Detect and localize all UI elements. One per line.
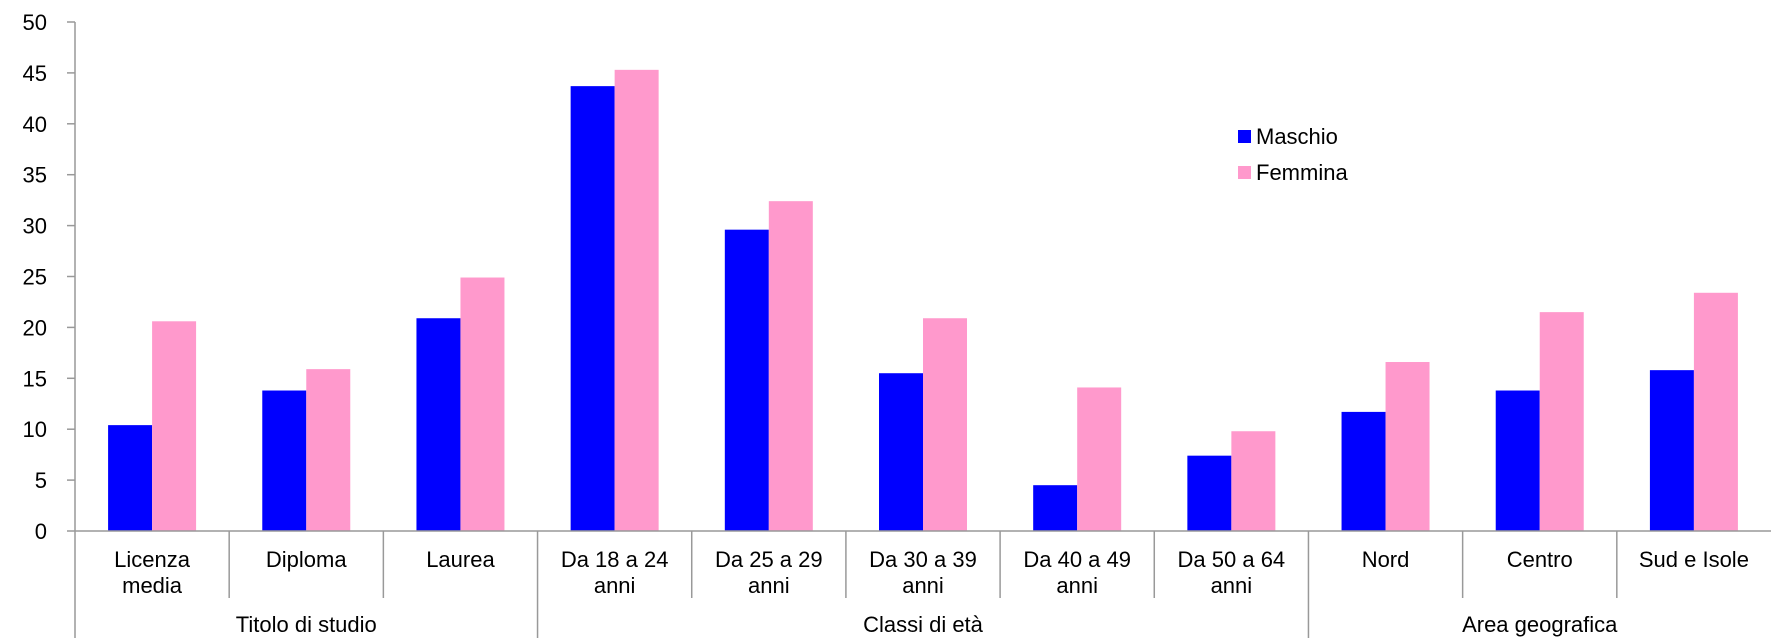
group-label: Titolo di studio — [236, 612, 377, 637]
bar-femmina-4 — [768, 201, 813, 531]
legend-swatch-maschio — [1238, 130, 1251, 143]
y-tick-label: 10 — [23, 417, 47, 442]
category-label: Laurea — [426, 547, 495, 572]
bar-femmina-0 — [152, 321, 197, 531]
category-label: anni — [748, 573, 790, 598]
bar-maschio-7 — [1187, 455, 1232, 531]
y-tick-label: 35 — [23, 163, 47, 188]
bar-maschio-2 — [416, 318, 461, 531]
bar-maschio-3 — [570, 86, 615, 531]
category-label: Da 30 a 39 — [869, 547, 977, 572]
bar-maschio-0 — [108, 425, 153, 531]
bar-femmina-5 — [923, 318, 967, 531]
y-tick-label: 25 — [23, 265, 47, 290]
category-label: Da 40 a 49 — [1023, 547, 1131, 572]
bar-femmina-10 — [1693, 292, 1738, 531]
legend-label-maschio: Maschio — [1256, 124, 1338, 149]
category-label: Da 18 a 24 — [561, 547, 669, 572]
y-tick-label: 50 — [23, 10, 47, 35]
y-tick-label: 15 — [23, 366, 47, 391]
bar-maschio-1 — [262, 390, 307, 531]
legend-label-femmina: Femmina — [1256, 160, 1348, 185]
y-tick-label: 20 — [23, 315, 47, 340]
category-label: Centro — [1507, 547, 1573, 572]
category-label: Da 25 a 29 — [715, 547, 823, 572]
y-tick-label: 5 — [35, 468, 47, 493]
category-label: Licenza — [114, 547, 191, 572]
category-label: Diploma — [266, 547, 347, 572]
bar-femmina-7 — [1231, 431, 1276, 531]
legend: Maschio Femmina — [1238, 124, 1348, 185]
y-tick-label: 40 — [23, 112, 47, 137]
y-tick-label: 45 — [23, 61, 47, 86]
bars — [108, 69, 1738, 531]
bar-femmina-8 — [1385, 362, 1430, 531]
category-label: anni — [594, 573, 636, 598]
bar-maschio-10 — [1649, 370, 1694, 531]
bar-maschio-6 — [1033, 485, 1078, 531]
bar-maschio-9 — [1495, 390, 1540, 531]
bar-maschio-5 — [879, 373, 923, 531]
bar-femmina-9 — [1539, 312, 1584, 531]
category-label: anni — [1056, 573, 1098, 598]
category-label: media — [122, 573, 183, 598]
y-axis: 0 5 10 15 20 25 30 35 40 45 50 — [23, 10, 76, 544]
category-label: anni — [902, 573, 944, 598]
category-label: Nord — [1362, 547, 1410, 572]
bar-femmina-2 — [460, 277, 505, 531]
legend-swatch-femmina — [1238, 166, 1251, 179]
category-label: Sud e Isole — [1639, 547, 1749, 572]
y-tick-label: 30 — [23, 214, 47, 239]
bar-maschio-8 — [1341, 411, 1386, 531]
y-tick-label: 0 — [35, 519, 47, 544]
category-label: anni — [1211, 573, 1253, 598]
bar-femmina-6 — [1077, 387, 1122, 531]
bar-maschio-4 — [724, 229, 769, 531]
bar-femmina-1 — [306, 369, 351, 531]
bar-femmina-3 — [614, 69, 659, 531]
group-label: Area geografica — [1462, 612, 1618, 637]
group-label: Classi di età — [863, 612, 984, 637]
category-label: Da 50 a 64 — [1178, 547, 1286, 572]
